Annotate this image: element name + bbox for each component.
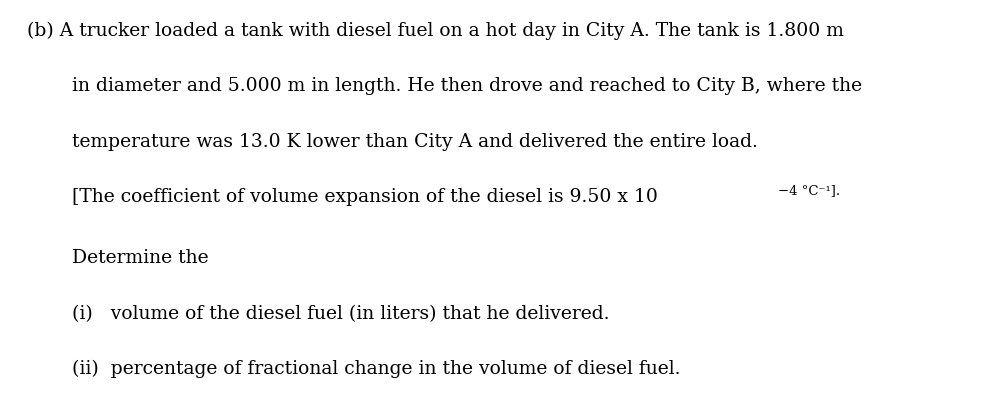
Text: [The coefficient of volume expansion of the diesel is 9.50 x 10: [The coefficient of volume expansion of … [72,188,657,206]
Text: (b) A trucker loaded a tank with diesel fuel on a hot day in City A. The tank is: (b) A trucker loaded a tank with diesel … [27,21,845,40]
Text: in diameter and 5.000 m in length. He then drove and reached to City B, where th: in diameter and 5.000 m in length. He th… [72,77,861,95]
Text: (i)   volume of the diesel fuel (in liters) that he delivered.: (i) volume of the diesel fuel (in liters… [72,305,609,323]
Text: Determine the: Determine the [72,249,208,267]
Text: −4 °C⁻¹].: −4 °C⁻¹]. [778,184,840,197]
Text: (ii)  percentage of fractional change in the volume of diesel fuel.: (ii) percentage of fractional change in … [72,360,680,378]
Text: temperature was 13.0 K lower than City A and delivered the entire load.: temperature was 13.0 K lower than City A… [72,133,757,150]
